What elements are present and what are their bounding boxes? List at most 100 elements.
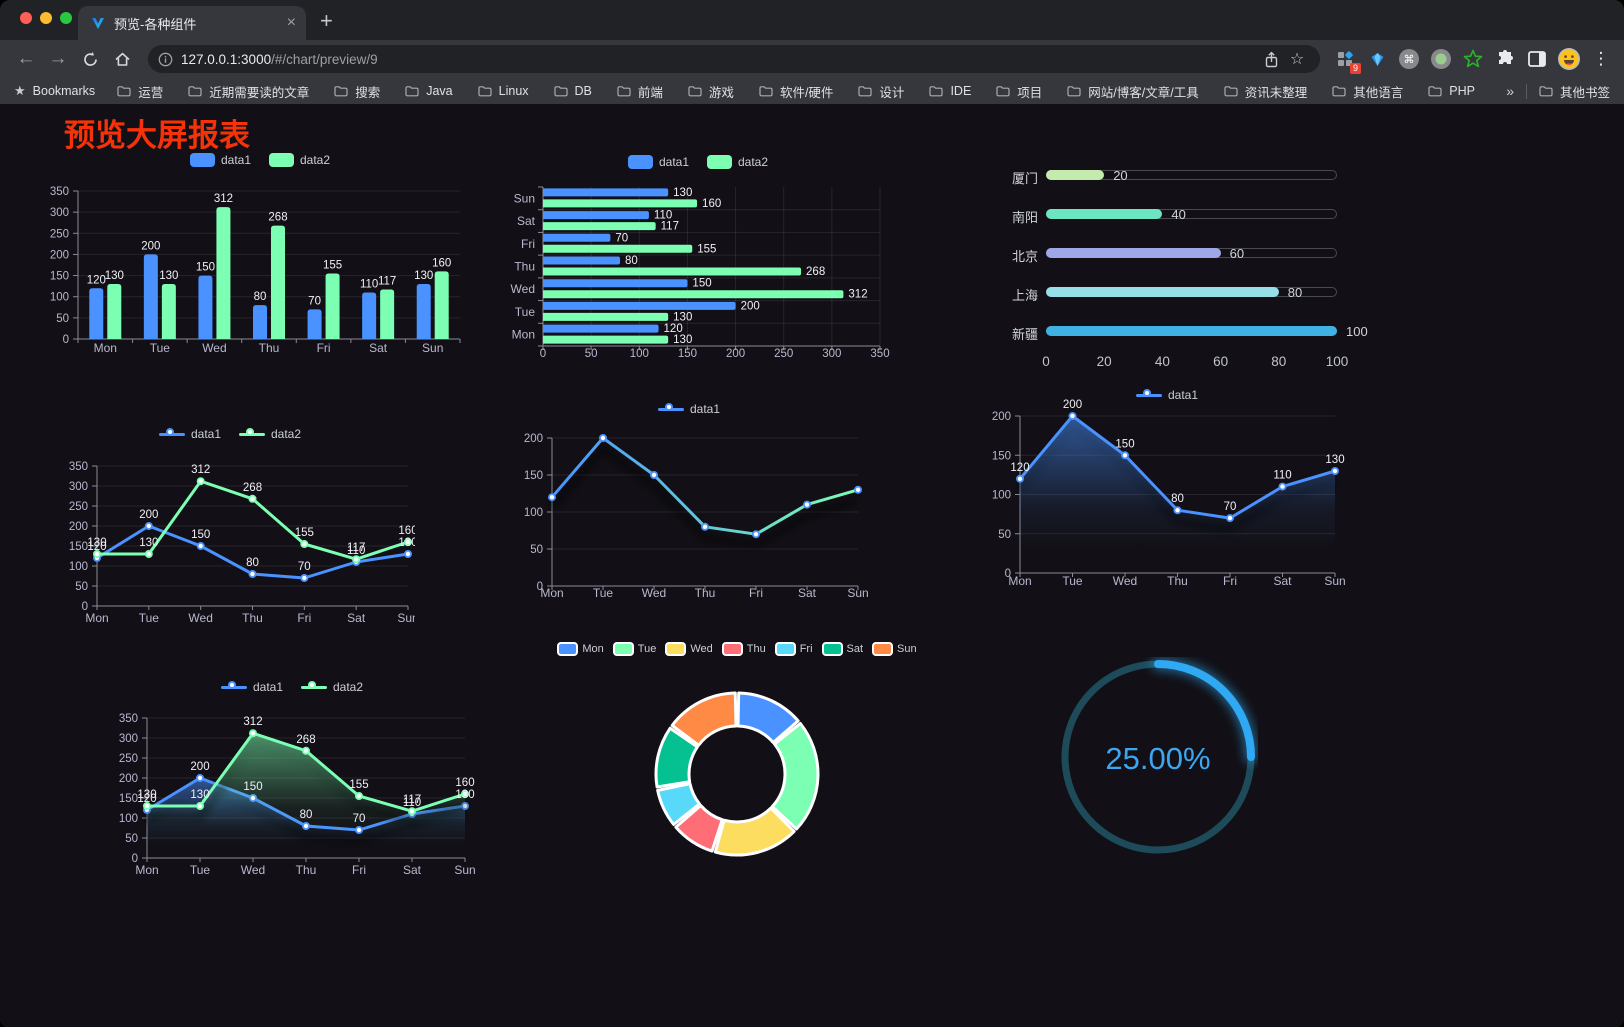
svg-text:300: 300 xyxy=(69,481,88,493)
zoom-window-button[interactable] xyxy=(60,12,72,24)
pie-slice-Wed xyxy=(713,806,796,857)
svg-text:268: 268 xyxy=(296,734,315,746)
legend-item-data2[interactable]: data2 xyxy=(239,427,301,441)
svg-text:130: 130 xyxy=(159,270,178,282)
legend-item-data1[interactable]: data1 xyxy=(158,427,221,441)
bookmark-folder[interactable]: 网站/博客/文章/工具 xyxy=(1067,82,1199,101)
svg-text:Mon: Mon xyxy=(512,328,535,342)
extension-gem-icon[interactable] xyxy=(1364,46,1390,72)
svg-text:Sun: Sun xyxy=(454,863,475,877)
svg-text:130: 130 xyxy=(1325,454,1344,466)
url-text[interactable]: 127.0.0.1:3000/#/chart/preview/9 xyxy=(181,51,378,67)
legend-item-data1[interactable]: data1 xyxy=(189,153,251,167)
url-bar[interactable]: 127.0.0.1:3000/#/chart/preview/9 ☆ xyxy=(148,45,1320,73)
svg-text:Tue: Tue xyxy=(593,586,614,600)
svg-text:110: 110 xyxy=(403,797,421,809)
home-button[interactable] xyxy=(108,45,136,73)
bookmark-folder[interactable]: 项目 xyxy=(996,82,1042,101)
new-tab-button[interactable]: + xyxy=(320,8,333,33)
svg-text:250: 250 xyxy=(50,228,69,240)
bookmark-folder[interactable]: 其他语言 xyxy=(1332,82,1403,101)
svg-text:150: 150 xyxy=(50,271,69,283)
site-info-icon[interactable] xyxy=(158,52,173,67)
extension-record-icon[interactable] xyxy=(1428,46,1454,72)
legend-item-Wed[interactable]: Wed xyxy=(665,642,713,656)
bookmark-folder[interactable]: 近期需要读的文章 xyxy=(188,82,309,101)
legend-item-Sun[interactable]: Sun xyxy=(872,642,917,656)
svg-text:0: 0 xyxy=(1005,568,1011,580)
bookmark-folder[interactable]: 运营 xyxy=(117,82,163,101)
svg-text:160: 160 xyxy=(455,777,474,789)
bookmarks-overflow-chevron[interactable]: » xyxy=(1506,83,1514,99)
bookmark-folder[interactable]: 前端 xyxy=(617,82,663,101)
minimize-window-button[interactable] xyxy=(40,12,52,24)
extensions-area: 9 ⌘ ⋮ xyxy=(1332,46,1614,74)
svg-text:100: 100 xyxy=(119,813,138,825)
legend-item-Mon[interactable]: Mon xyxy=(557,642,604,656)
legend-item-Fri[interactable]: Fri xyxy=(774,642,813,656)
legend-item-data2[interactable]: data2 xyxy=(269,153,330,167)
browser-menu-icon[interactable]: ⋮ xyxy=(1592,49,1610,68)
other-bookmarks-folder[interactable]: 其他书签 xyxy=(1539,82,1610,101)
single-area-chart: data1 0 50 100 150 200 Mon Tue Wed Thu Fri Sat Sun 12… xyxy=(983,385,1351,597)
bookmarks-label[interactable]: Bookmarks xyxy=(32,84,96,98)
svg-text:200: 200 xyxy=(141,240,160,252)
extension-star-icon[interactable] xyxy=(1460,46,1486,72)
svg-text:150: 150 xyxy=(524,470,543,482)
svg-text:200: 200 xyxy=(190,761,209,773)
bookmark-folder[interactable]: 游戏 xyxy=(688,82,734,101)
extension-badge: 9 xyxy=(1349,63,1361,74)
bookmark-folder[interactable]: Java xyxy=(405,84,453,98)
bookmark-star-icon[interactable]: ☆ xyxy=(1289,51,1305,68)
legend-item-Tue[interactable]: Tue xyxy=(612,642,656,656)
share-icon[interactable] xyxy=(1258,46,1284,72)
bookmark-folder[interactable]: 搜索 xyxy=(334,82,380,101)
svg-text:130: 130 xyxy=(139,537,158,549)
svg-text:200: 200 xyxy=(139,509,158,521)
legend-item-data1[interactable]: data1 xyxy=(657,402,720,416)
svg-text:130: 130 xyxy=(137,789,156,801)
svg-text:Tue: Tue xyxy=(139,611,160,625)
svg-text:312: 312 xyxy=(848,289,867,301)
legend-item-Sat[interactable]: Sat xyxy=(821,642,863,656)
legend-item-data2[interactable]: data2 xyxy=(301,680,363,694)
progress-row: 厦门 20 xyxy=(1000,166,1350,186)
svg-text:0: 0 xyxy=(82,601,88,613)
extensions-puzzle-icon[interactable] xyxy=(1492,46,1518,72)
svg-text:Thu: Thu xyxy=(1167,574,1188,588)
bookmark-folder[interactable]: PHP xyxy=(1428,84,1475,98)
legend-item-data1[interactable]: data1 xyxy=(627,155,689,169)
profile-avatar[interactable] xyxy=(1556,46,1582,72)
forward-button[interactable]: → xyxy=(48,48,68,69)
bookmark-folder[interactable]: DB xyxy=(553,84,592,98)
bookmarks-star-icon[interactable]: ★ xyxy=(14,83,26,98)
back-button[interactable]: ← xyxy=(16,48,36,69)
svg-text:Fri: Fri xyxy=(521,237,535,251)
browser-tab[interactable]: 预览-各种组件 × xyxy=(78,6,306,40)
pie-slice-Mon xyxy=(736,691,800,745)
extension-command-icon[interactable]: ⌘ xyxy=(1396,46,1422,72)
svg-text:Sat: Sat xyxy=(403,863,422,877)
bookmark-folder[interactable]: 设计 xyxy=(858,82,904,101)
extension-grid-icon[interactable]: 9 xyxy=(1332,46,1361,74)
svg-text:Wed: Wed xyxy=(188,611,212,625)
reload-button[interactable] xyxy=(76,45,104,73)
close-window-button[interactable] xyxy=(20,12,32,24)
svg-text:312: 312 xyxy=(214,193,233,205)
svg-text:Wed: Wed xyxy=(642,586,666,600)
bookmark-folder[interactable]: Linux xyxy=(478,84,529,98)
tab-close-icon[interactable]: × xyxy=(286,14,296,31)
progress-row: 新疆 100 xyxy=(1011,324,1368,342)
dual-area-chart: data1 data2 0 50 100 150 200 250 300 350 Mon Tue Wed… xyxy=(108,673,476,888)
bookmark-folder[interactable]: 资讯未整理 xyxy=(1224,82,1307,101)
bookmark-folder[interactable]: IDE xyxy=(929,84,971,98)
legend-item-data2[interactable]: data2 xyxy=(707,155,768,169)
legend-item-Thu[interactable]: Thu xyxy=(721,642,766,656)
bookmark-folder[interactable]: 软件/硬件 xyxy=(759,82,833,101)
side-panel-icon[interactable] xyxy=(1524,46,1550,72)
chart-legend: data1 xyxy=(503,402,875,416)
svg-text:Fri: Fri xyxy=(1223,574,1237,588)
svg-text:50: 50 xyxy=(585,348,598,360)
legend-item-data1[interactable]: data1 xyxy=(1135,388,1198,402)
legend-item-data1[interactable]: data1 xyxy=(220,680,283,694)
